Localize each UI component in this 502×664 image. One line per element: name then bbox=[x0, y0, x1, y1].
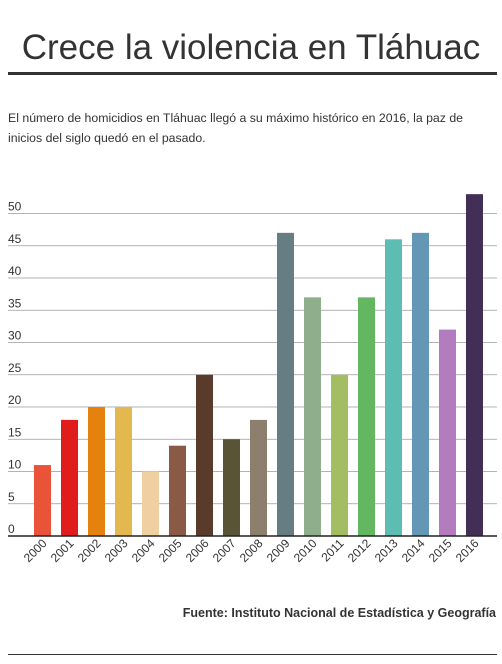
x-tick-label-2003: 2003 bbox=[102, 536, 131, 565]
chart-subtitle: El número de homicidios en Tláhuac llegó… bbox=[8, 111, 464, 145]
bar-2015 bbox=[439, 329, 456, 536]
source-note: Fuente: Instituto Nacional de Estadístic… bbox=[182, 606, 496, 620]
bar-2005 bbox=[169, 445, 186, 536]
x-tick-label-2005: 2005 bbox=[156, 536, 185, 565]
y-tick-label-5: 5 bbox=[8, 490, 15, 504]
x-tick-label-2000: 2000 bbox=[21, 536, 50, 565]
y-tick-label-10: 10 bbox=[8, 458, 22, 472]
y-tick-label-25: 25 bbox=[8, 361, 22, 375]
x-tick-label-2008: 2008 bbox=[237, 536, 266, 565]
bar-2000 bbox=[34, 465, 51, 536]
bar-2012 bbox=[358, 297, 375, 536]
y-tick-label-30: 30 bbox=[8, 329, 22, 343]
title-divider bbox=[8, 72, 497, 75]
bar-2007 bbox=[223, 439, 240, 536]
bar-2016 bbox=[466, 194, 483, 536]
bar-2009 bbox=[277, 232, 294, 536]
bar-chart: 0 5 10 15 20 25 30 35 40 45 50 20002001200220032004… bbox=[8, 194, 497, 565]
x-tick-label-2010: 2010 bbox=[291, 536, 320, 565]
x-tick-label-2014: 2014 bbox=[399, 536, 428, 565]
y-tick-label-50: 50 bbox=[8, 200, 22, 214]
x-tick-label-2012: 2012 bbox=[345, 536, 374, 565]
x-tick-label-2009: 2009 bbox=[264, 536, 293, 565]
x-tick-label-2011: 2011 bbox=[318, 536, 346, 564]
y-tick-label-20: 20 bbox=[8, 393, 22, 407]
x-tick-label-2007: 2007 bbox=[210, 536, 239, 565]
y-tick-label-35: 35 bbox=[8, 296, 22, 310]
bar-2001 bbox=[61, 419, 78, 536]
bar-2006 bbox=[196, 374, 213, 536]
y-tick-label-15: 15 bbox=[8, 425, 22, 439]
bar-2002 bbox=[88, 407, 105, 536]
x-tick-label-2016: 2016 bbox=[453, 536, 482, 565]
x-tick-label-2006: 2006 bbox=[183, 536, 212, 565]
y-tick-label-40: 40 bbox=[8, 264, 22, 278]
bar-2013 bbox=[385, 239, 402, 537]
footer-divider bbox=[8, 654, 497, 655]
bar-2010 bbox=[304, 297, 321, 536]
bar-2011 bbox=[331, 374, 348, 536]
chart-title: Crece la violencia en Tláhuac bbox=[21, 28, 481, 67]
x-tick-label-2002: 2002 bbox=[75, 536, 104, 565]
x-tick-label-2004: 2004 bbox=[129, 536, 158, 565]
x-tick-label-2001: 2001 bbox=[48, 536, 77, 565]
y-tick-label-45: 45 bbox=[8, 232, 22, 246]
bar-2004 bbox=[142, 471, 159, 536]
x-tick-label-2013: 2013 bbox=[372, 536, 401, 565]
y-tick-label-0: 0 bbox=[8, 522, 15, 536]
bar-2008 bbox=[250, 419, 267, 536]
x-tick-label-2015: 2015 bbox=[426, 536, 455, 565]
bar-2014 bbox=[412, 232, 429, 536]
bar-2003 bbox=[115, 407, 132, 536]
